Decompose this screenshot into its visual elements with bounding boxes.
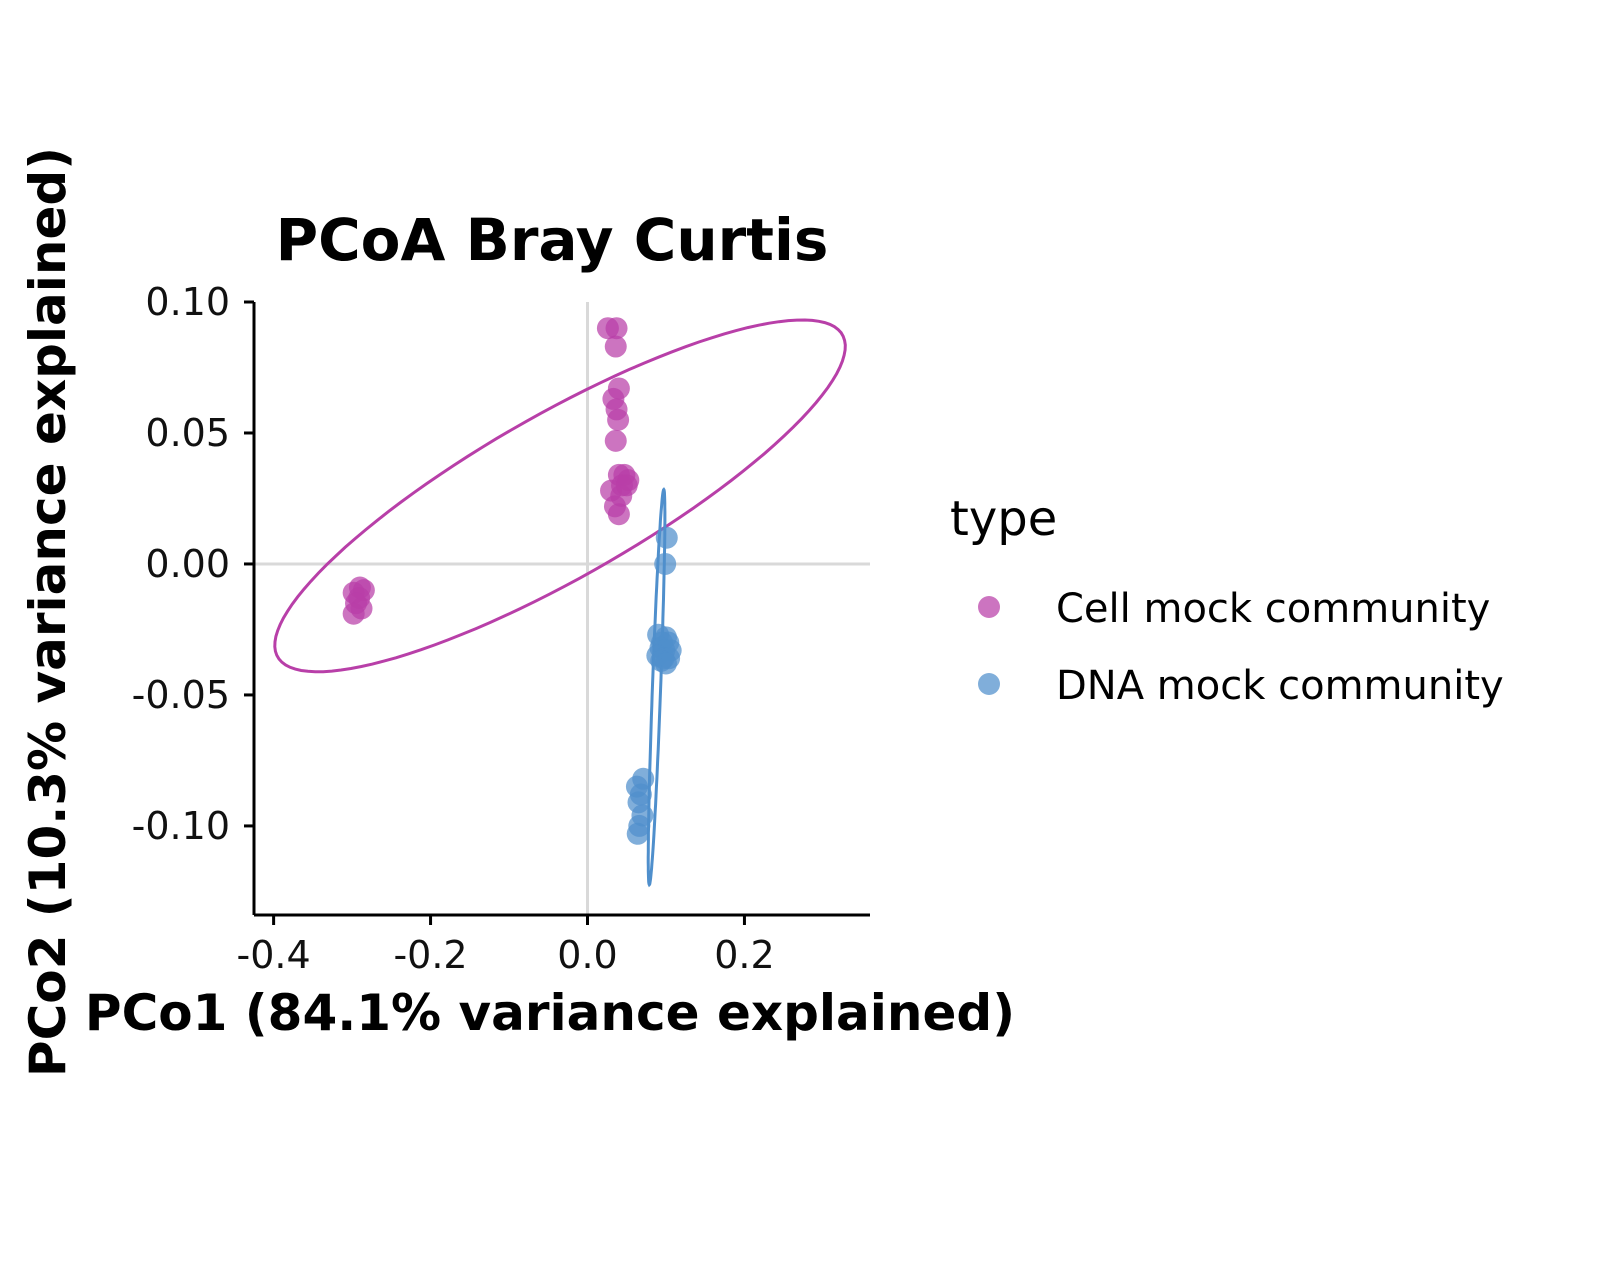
x-axis-title: PCo1 (84.1% variance explained): [85, 984, 1015, 1042]
point-cell: [604, 429, 627, 452]
y-tick-label: 0.05: [145, 411, 230, 455]
x-tick-label: 0.0: [557, 933, 617, 977]
point-dna: [654, 552, 677, 575]
y-tick-label: 0.10: [145, 280, 230, 324]
plot-area: -0.4 -0.2 0.0 0.2 0.10 0.05 0.00 -0.05 -0.10: [132, 280, 870, 977]
ellipse-dna: [646, 487, 667, 888]
point-dna: [655, 526, 678, 549]
y-tick-label: -0.05: [132, 673, 230, 717]
x-tick-label: -0.2: [393, 933, 467, 977]
y-ticks: 0.10 0.05 0.00 -0.05 -0.10: [132, 280, 254, 848]
x-tick-label: 0.2: [714, 933, 774, 977]
point-cell: [605, 317, 628, 340]
point-cell: [604, 335, 627, 358]
legend: type Cell mock community DNA mock commun…: [950, 491, 1504, 709]
legend-key-cell: [978, 596, 1000, 618]
point-cell: [607, 408, 630, 431]
point-dna: [654, 652, 677, 675]
x-tick-label: -0.4: [237, 933, 311, 977]
scatter-points: [342, 317, 682, 845]
y-tick-label: 0.00: [145, 542, 230, 586]
legend-title: type: [950, 491, 1057, 547]
point-cell: [342, 602, 365, 625]
point-dna: [626, 822, 649, 845]
y-tick-label: -0.10: [132, 804, 230, 848]
point-cell: [607, 503, 630, 526]
y-axis-title: PCo2 (10.3% variance explained): [19, 147, 77, 1077]
confidence-ellipses: [273, 318, 847, 888]
chart-title: PCoA Bray Curtis: [276, 206, 829, 274]
legend-key-dna: [978, 673, 1000, 695]
x-ticks: -0.4 -0.2 0.0 0.2: [237, 915, 775, 977]
ellipse-cell: [273, 318, 847, 674]
legend-label-dna: DNA mock community: [1056, 663, 1504, 709]
legend-label-cell: Cell mock community: [1056, 586, 1490, 632]
